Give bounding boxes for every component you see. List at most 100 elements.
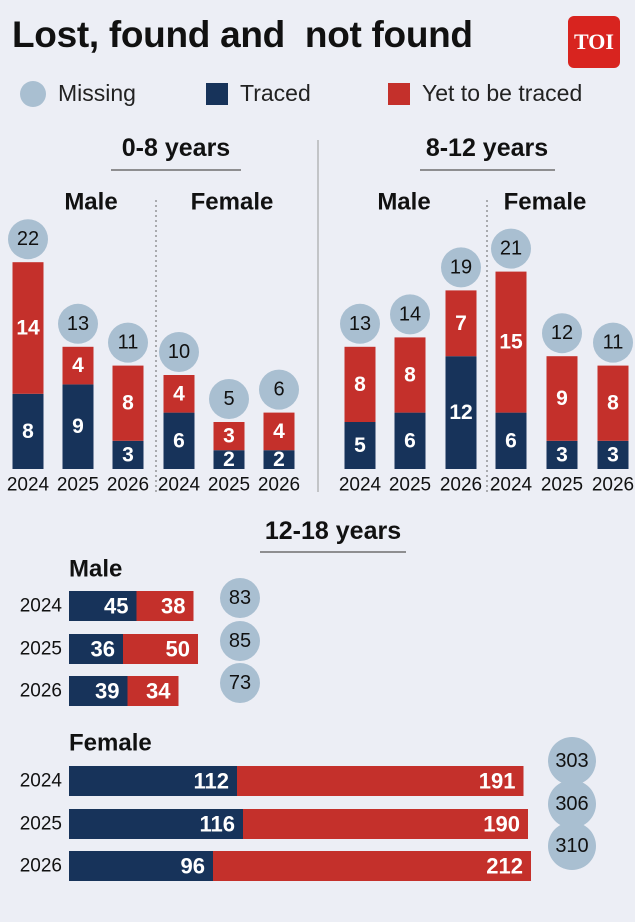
missing-label-1-0-2: 19 <box>450 256 472 278</box>
label-traced-1-0-1: 6 <box>404 429 416 452</box>
h-missing-circle-0-1 <box>220 621 260 661</box>
h-label-traced-0-1: 36 <box>91 637 115 662</box>
h-bar-yet-0-1 <box>123 634 198 664</box>
bar-yet-1-1-0 <box>495 271 527 413</box>
missing-circle-1-0-1 <box>390 294 430 335</box>
missing-label-0-0-0: 22 <box>17 228 39 250</box>
h-bar-yet-0-0 <box>136 591 194 621</box>
h-label-yet-1-0: 191 <box>479 769 516 794</box>
year-tick-1-1-1: 2025 <box>541 475 583 496</box>
h-bar-traced-1-2 <box>69 851 213 881</box>
legend-yet: Yet to be traced <box>388 80 582 107</box>
legend-missing-swatch <box>20 80 46 107</box>
legend-traced: Traced <box>206 80 311 107</box>
missing-label-1-1-2: 11 <box>603 332 624 354</box>
h-missing-label-0-2: 73 <box>229 672 251 694</box>
h-bar-traced-1-0 <box>69 766 237 796</box>
h-bar-traced-1-1 <box>69 809 243 839</box>
legend-traced-swatch <box>206 82 228 105</box>
h-label-yet-1-1: 190 <box>483 812 520 837</box>
bar-traced-0-1-2 <box>263 450 295 469</box>
year-tick-1-1-2: 2026 <box>592 475 634 496</box>
missing-label-0-0-1: 13 <box>67 313 89 335</box>
panel-label-1-0: Male <box>377 189 430 216</box>
missing-label-0-1-1: 5 <box>223 388 234 410</box>
year-tick-0-0-1: 2025 <box>57 475 99 496</box>
h-missing-label-1-0: 303 <box>555 750 588 772</box>
year-tick-0-1-1: 2025 <box>208 475 250 496</box>
missing-label-0-1-0: 10 <box>168 341 190 363</box>
h-missing-label-1-2: 310 <box>555 835 588 857</box>
year-tick-0-0-2: 2026 <box>107 475 149 496</box>
panel-label-1-1: Female <box>504 189 587 216</box>
h-missing-circle-1-2 <box>548 822 596 870</box>
panel-label-0-0: Male <box>64 189 117 216</box>
bar-traced-1-1-2 <box>597 440 629 469</box>
h-label-traced-1-0: 112 <box>194 769 230 794</box>
bar-yet-0-1-0 <box>163 375 195 413</box>
toi-logo: TOI <box>568 16 620 68</box>
h-missing-label-1-1: 306 <box>555 793 588 815</box>
bar-traced-0-0-1 <box>62 384 94 469</box>
label-traced-0-1-0: 6 <box>173 429 185 452</box>
year-tick-1-1-0: 2024 <box>490 475 533 496</box>
label-yet-0-0-2: 8 <box>122 392 134 415</box>
label-yet-1-0-2: 7 <box>455 312 467 335</box>
bar-traced-0-1-1 <box>213 450 245 469</box>
legend-missing-label: Missing <box>58 80 136 106</box>
bar-traced-0-0-2 <box>112 440 144 469</box>
bar-yet-0-1-1 <box>213 422 245 451</box>
bar-yet-1-0-1 <box>394 337 426 413</box>
bar-yet-0-1-2 <box>263 412 295 451</box>
bar-yet-0-0-0 <box>12 262 44 394</box>
missing-circle-1-0-0 <box>340 303 380 344</box>
h-label-yet-0-2: 34 <box>146 679 171 704</box>
label-yet-0-1-2: 4 <box>273 420 285 443</box>
missing-circle-0-0-2 <box>108 322 148 363</box>
label-traced-1-1-0: 6 <box>505 429 517 452</box>
bar-traced-0-0-0 <box>12 393 44 469</box>
h-label-traced-1-2: 96 <box>181 854 205 879</box>
year-tick-1-0-0: 2024 <box>339 475 382 496</box>
h-bar-yet-0-2 <box>127 676 179 706</box>
label-traced-0-0-2: 3 <box>122 443 134 466</box>
h-year-tick-0-2: 2026 <box>20 681 62 702</box>
h-missing-circle-1-1 <box>548 780 596 828</box>
h-label-traced-0-2: 39 <box>95 679 119 704</box>
label-traced-0-0-0: 8 <box>22 420 34 443</box>
missing-circle-1-1-1 <box>542 313 582 354</box>
missing-circle-1-1-0 <box>491 228 531 269</box>
h-year-tick-1-2: 2026 <box>20 856 62 877</box>
h-panel-label-0: Male <box>69 556 122 583</box>
h-label-traced-1-1: 116 <box>200 812 236 837</box>
h-missing-circle-0-2 <box>220 663 260 703</box>
year-tick-0-0-0: 2024 <box>7 475 50 496</box>
label-traced-1-1-1: 3 <box>556 443 568 466</box>
group-title-1: 8-12 years <box>426 134 548 162</box>
h-missing-circle-1-0 <box>548 737 596 785</box>
legend-yet-swatch <box>388 82 410 105</box>
label-traced-1-0-0: 5 <box>354 434 366 457</box>
missing-circle-1-0-2 <box>441 247 481 288</box>
label-traced-0-1-2: 2 <box>273 448 285 471</box>
bar-yet-1-0-2 <box>445 290 477 357</box>
year-tick-1-0-1: 2025 <box>389 475 431 496</box>
label-yet-1-0-1: 8 <box>404 364 416 387</box>
missing-label-1-0-0: 13 <box>349 313 371 335</box>
label-yet-0-1-0: 4 <box>173 382 185 405</box>
label-yet-1-0-0: 8 <box>354 373 366 396</box>
bar-yet-0-0-2 <box>112 365 144 441</box>
h-label-yet-0-0: 38 <box>161 594 185 619</box>
bar-traced-1-0-0 <box>344 422 376 469</box>
group-title-0: 0-8 years <box>122 134 230 162</box>
bar-yet-1-1-2 <box>597 365 629 441</box>
bar-yet-1-1-1 <box>546 356 578 441</box>
bar-traced-1-1-1 <box>546 440 578 469</box>
chart-title: Lost, found and not found <box>12 14 473 55</box>
missing-circle-0-1-1 <box>209 379 249 419</box>
label-traced-0-0-1: 9 <box>72 415 84 438</box>
h-missing-label-0-0: 83 <box>229 587 251 609</box>
h-bar-yet-1-0 <box>237 766 524 796</box>
h-bar-traced-0-0 <box>69 591 137 621</box>
